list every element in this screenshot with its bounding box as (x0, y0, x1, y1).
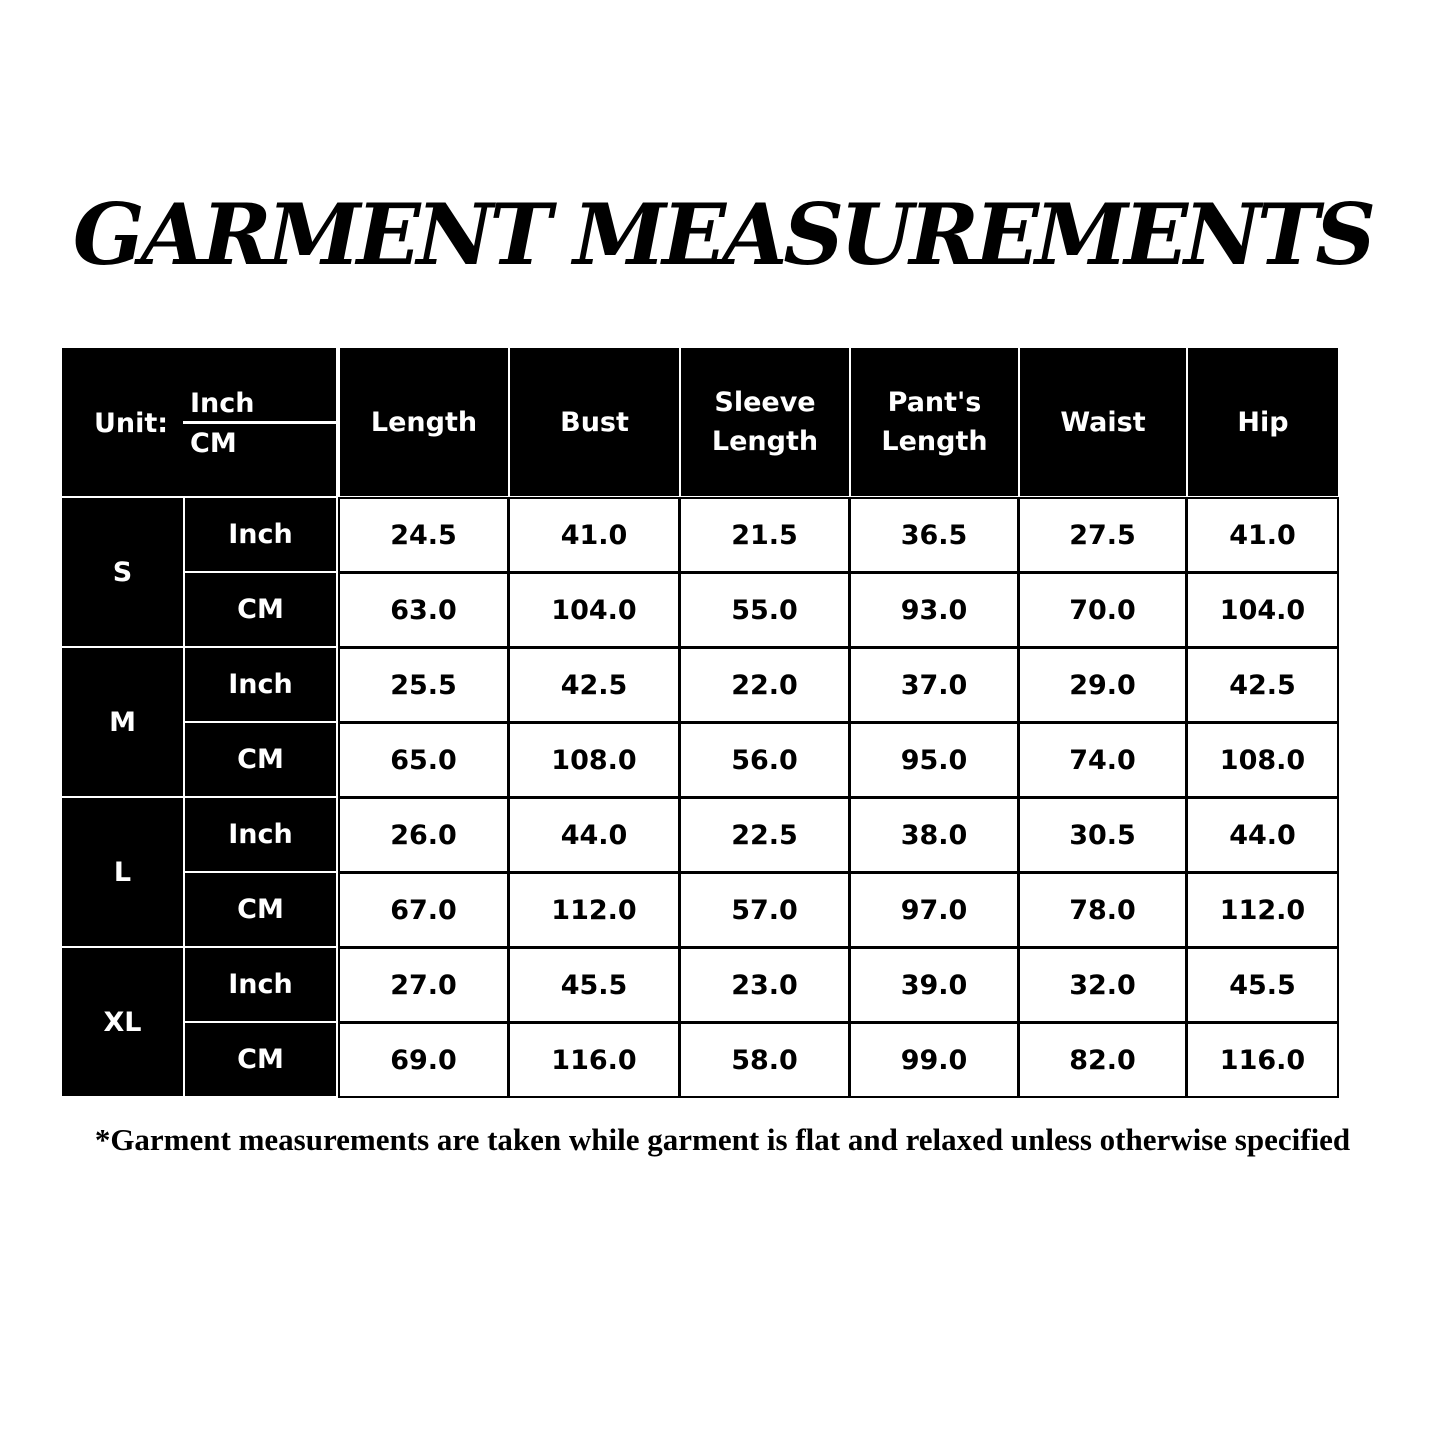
size-label: S (62, 498, 183, 646)
measurement: 23.0 (679, 947, 850, 1023)
measurement: 39.0 (849, 947, 1019, 1023)
unit-label: CM (185, 1023, 336, 1096)
measurement: 45.5 (508, 947, 680, 1023)
measurement: 22.5 (679, 797, 850, 873)
measurement: 55.0 (679, 572, 850, 648)
size-label: XL (62, 948, 183, 1096)
unit-label: CM (185, 873, 336, 946)
measurement: 37.0 (849, 647, 1019, 723)
measurement: 112.0 (508, 872, 680, 948)
measurement: 30.5 (1018, 797, 1187, 873)
measurement: 56.0 (679, 722, 850, 798)
measurement: 41.0 (1186, 497, 1339, 573)
measurement: 57.0 (679, 872, 850, 948)
measurement: 69.0 (338, 1022, 509, 1098)
measurement: 42.5 (1186, 647, 1339, 723)
measurement: 78.0 (1018, 872, 1187, 948)
measurement: 41.0 (508, 497, 680, 573)
measurement: 42.5 (508, 647, 680, 723)
unit-divider (183, 421, 336, 424)
measurement: 65.0 (338, 722, 509, 798)
measurement: 112.0 (1186, 872, 1339, 948)
measurement: 116.0 (508, 1022, 680, 1098)
measurement: 108.0 (1186, 722, 1339, 798)
column-header: Bust (510, 348, 679, 496)
unit-label: Inch (185, 948, 336, 1021)
column-header: Length (340, 348, 508, 496)
measurement: 24.5 (338, 497, 509, 573)
measurement: 104.0 (1186, 572, 1339, 648)
measurement: 27.5 (1018, 497, 1187, 573)
measurement: 95.0 (849, 722, 1019, 798)
column-header: Sleeve Length (681, 348, 849, 496)
measurement: 67.0 (338, 872, 509, 948)
measurement: 45.5 (1186, 947, 1339, 1023)
title: GARMENT MEASUREMENTS (72, 185, 1376, 284)
unit-label: CM (185, 573, 336, 646)
column-header: Waist (1020, 348, 1186, 496)
measurement: 97.0 (849, 872, 1019, 948)
measurement: 26.0 (338, 797, 509, 873)
column-header: Pant's Length (851, 348, 1018, 496)
measurement: 25.5 (338, 647, 509, 723)
unit-label: Inch (185, 798, 336, 871)
measurement: 99.0 (849, 1022, 1019, 1098)
measurement: 82.0 (1018, 1022, 1187, 1098)
column-header: Hip (1188, 348, 1338, 496)
measurement: 27.0 (338, 947, 509, 1023)
measurement: 63.0 (338, 572, 509, 648)
footnote: *Garment measurements are taken while ga… (94, 1122, 1351, 1157)
measurement: 93.0 (849, 572, 1019, 648)
size-label: L (62, 798, 183, 946)
size-label: M (62, 648, 183, 796)
unit-label: Inch (185, 498, 336, 571)
measurement: 104.0 (508, 572, 680, 648)
unit-label: Unit: (94, 408, 169, 439)
measurement: 44.0 (1186, 797, 1339, 873)
measurement: 70.0 (1018, 572, 1187, 648)
measurement: 29.0 (1018, 647, 1187, 723)
measurement: 36.5 (849, 497, 1019, 573)
unit-bottom: CM (190, 428, 237, 459)
measurement: 38.0 (849, 797, 1019, 873)
measurement: 32.0 (1018, 947, 1187, 1023)
measurement: 44.0 (508, 797, 680, 873)
measurement: 58.0 (679, 1022, 850, 1098)
measurement: 74.0 (1018, 722, 1187, 798)
unit-top: Inch (190, 388, 255, 419)
unit-label: Inch (185, 648, 336, 721)
unit-label: CM (185, 723, 336, 796)
measurement: 116.0 (1186, 1022, 1339, 1098)
measurement: 22.0 (679, 647, 850, 723)
measurement: 108.0 (508, 722, 680, 798)
measurement: 21.5 (679, 497, 850, 573)
